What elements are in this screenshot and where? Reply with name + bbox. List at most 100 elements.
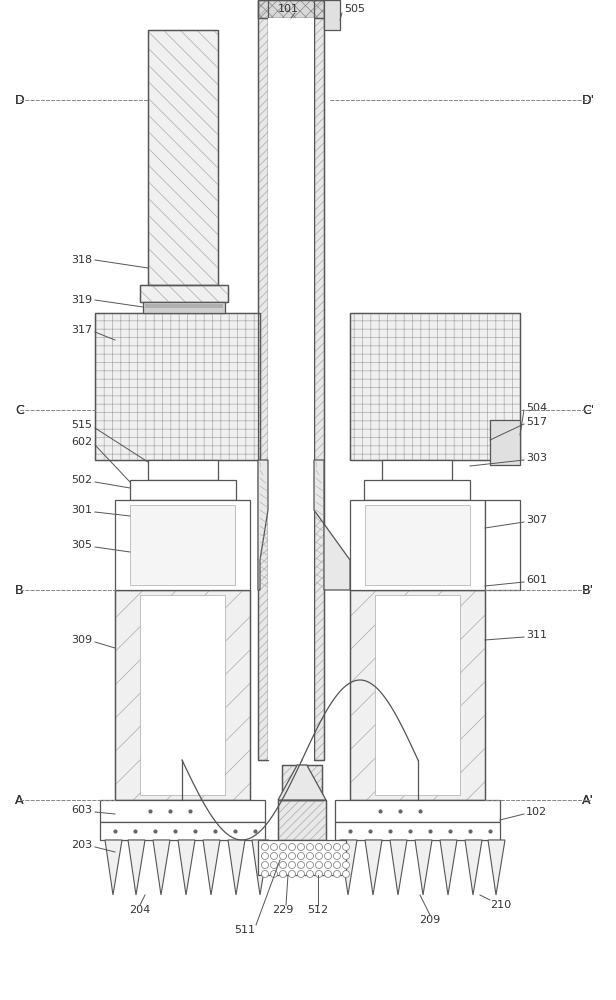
Bar [148, 460, 218, 480]
Text: 319: 319 [71, 295, 92, 305]
Bar [258, 840, 346, 875]
Bar [335, 800, 500, 822]
Text: 317: 317 [71, 325, 92, 335]
Bar [148, 30, 218, 285]
Bar [258, 0, 268, 760]
Polygon shape [178, 840, 195, 895]
Bar [115, 590, 250, 800]
Bar [278, 800, 326, 840]
Polygon shape [252, 840, 269, 895]
Circle shape [325, 861, 331, 868]
Bar [258, 0, 268, 760]
Text: A: A [15, 794, 23, 806]
Circle shape [325, 844, 331, 850]
Text: B: B [15, 584, 23, 596]
Bar [148, 30, 218, 285]
Circle shape [298, 861, 304, 868]
Text: 309: 309 [71, 635, 92, 645]
Bar [282, 765, 322, 800]
Text: 101: 101 [277, 4, 299, 14]
Bar [278, 800, 326, 840]
Polygon shape [465, 840, 482, 895]
Bar [95, 313, 260, 460]
Text: 311: 311 [526, 630, 547, 640]
Circle shape [270, 870, 277, 878]
Bar [258, 0, 324, 18]
Circle shape [333, 861, 341, 868]
Circle shape [288, 844, 296, 850]
Circle shape [315, 861, 323, 868]
Circle shape [325, 870, 331, 878]
Circle shape [315, 844, 323, 850]
Bar [148, 30, 218, 285]
Text: D: D [15, 94, 25, 106]
Polygon shape [488, 840, 505, 895]
Text: D': D' [582, 94, 595, 106]
Bar [100, 822, 265, 840]
Circle shape [288, 870, 296, 878]
Circle shape [307, 844, 314, 850]
Circle shape [280, 861, 286, 868]
Bar [140, 285, 228, 302]
Polygon shape [415, 840, 432, 895]
Circle shape [298, 852, 304, 859]
Circle shape [342, 870, 349, 878]
Bar [258, 0, 268, 760]
Polygon shape [365, 840, 382, 895]
Bar [314, 0, 324, 760]
Text: D: D [15, 94, 25, 106]
Polygon shape [128, 840, 145, 895]
Text: B: B [15, 584, 23, 596]
Text: C': C' [582, 403, 594, 416]
Polygon shape [258, 460, 268, 590]
Circle shape [342, 844, 349, 850]
Text: 305: 305 [71, 540, 92, 550]
Bar [282, 765, 322, 800]
Bar [350, 590, 485, 800]
Text: 502: 502 [71, 475, 92, 485]
Circle shape [262, 852, 269, 859]
Bar [115, 500, 250, 590]
Bar [258, 0, 324, 18]
Polygon shape [228, 840, 245, 895]
Bar [140, 595, 225, 795]
Text: 204: 204 [129, 905, 151, 915]
Bar [278, 800, 326, 840]
Bar [145, 304, 223, 308]
Bar [350, 590, 485, 800]
Text: 504: 504 [526, 403, 547, 413]
Circle shape [298, 844, 304, 850]
Circle shape [262, 870, 269, 878]
Polygon shape [340, 840, 357, 895]
Circle shape [270, 844, 277, 850]
Bar [350, 313, 520, 460]
Text: A: A [15, 794, 23, 806]
Text: 515: 515 [71, 420, 92, 430]
Bar [350, 500, 485, 590]
Polygon shape [390, 840, 407, 895]
Circle shape [280, 852, 286, 859]
Bar [130, 505, 235, 585]
Text: A': A' [582, 794, 594, 806]
Circle shape [262, 844, 269, 850]
Circle shape [288, 861, 296, 868]
Text: B': B' [582, 584, 594, 596]
Polygon shape [153, 840, 170, 895]
Circle shape [288, 852, 296, 859]
Polygon shape [278, 765, 326, 800]
Bar [268, 18, 314, 760]
Circle shape [298, 870, 304, 878]
Bar [350, 590, 485, 800]
Text: 505: 505 [344, 4, 365, 14]
Bar [143, 302, 225, 313]
Circle shape [325, 852, 331, 859]
Text: 601: 601 [526, 575, 547, 585]
Bar [335, 822, 500, 840]
Bar [490, 420, 520, 465]
Polygon shape [105, 840, 122, 895]
Bar [95, 313, 260, 460]
Circle shape [280, 844, 286, 850]
Bar [140, 285, 228, 302]
Circle shape [307, 852, 314, 859]
Text: 203: 203 [71, 840, 92, 850]
